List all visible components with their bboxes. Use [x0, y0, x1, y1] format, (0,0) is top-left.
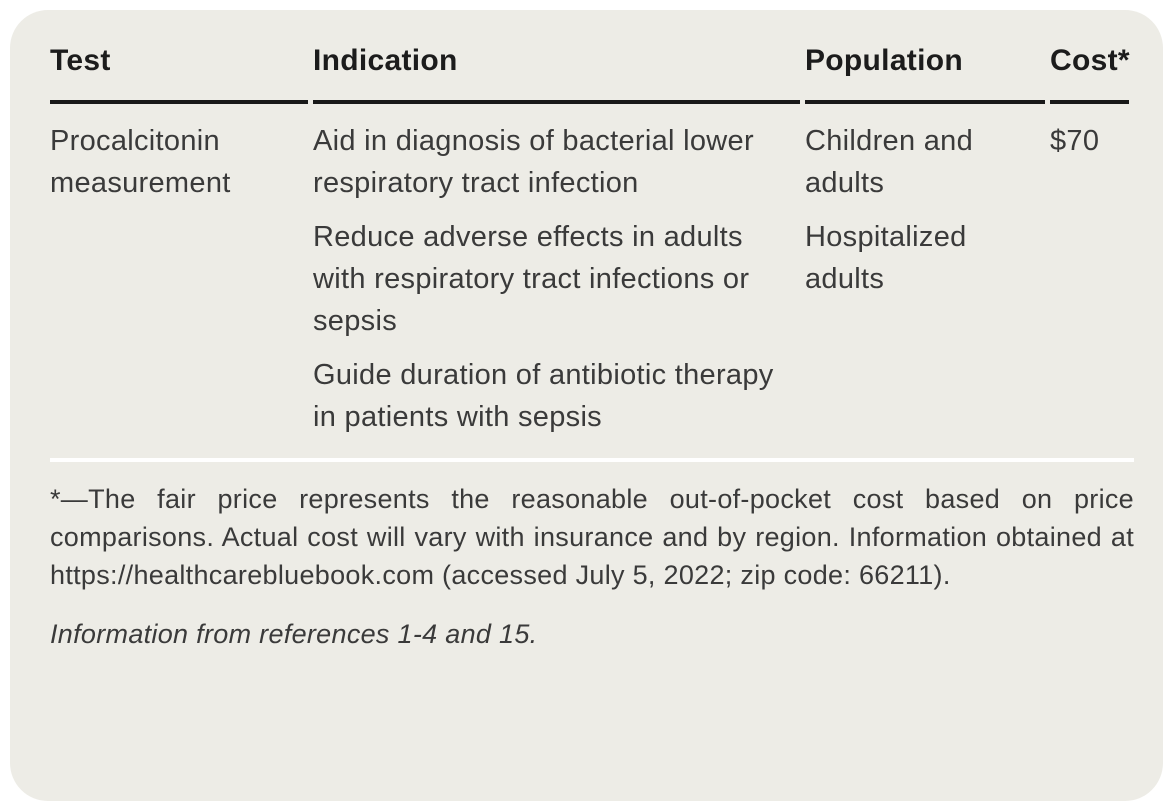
header-row: Test Indication Population Cost*	[50, 44, 1130, 104]
table-card: Test Indication Population Cost* Procalc…	[10, 10, 1163, 801]
source-note: Information from references 1-4 and 15.	[50, 619, 538, 649]
indication-item-3: Guide duration of antibiotic therapy in …	[313, 359, 774, 433]
population-item-1: Children and adults	[805, 125, 974, 199]
column-header-population: Population	[805, 44, 1045, 104]
footnote-divider	[50, 458, 1134, 462]
cell-test: Procalcitonin measurement	[50, 125, 231, 199]
procalcitonin-cost-table: Test Indication Population Cost* Procalc…	[45, 44, 1134, 458]
table-row: Procalcitonin measurement Aid in diagnos…	[50, 104, 1129, 458]
cell-cost: $70	[1050, 125, 1100, 157]
footnote-text: *—The fair price represents the reasonab…	[50, 484, 1134, 590]
population-item-2: Hospitalized adults	[805, 221, 967, 295]
indication-item-1: Aid in diagnosis of bacterial lower resp…	[313, 125, 754, 199]
cell-population: Children and adults Hospitalized adults	[805, 104, 1045, 458]
cell-indication: Aid in diagnosis of bacterial lower resp…	[313, 104, 800, 458]
column-header-cost: Cost*	[1050, 44, 1130, 104]
indication-item-2: Reduce adverse effects in adults with re…	[313, 221, 750, 337]
column-header-test: Test	[50, 44, 308, 104]
column-header-indication: Indication	[313, 44, 800, 104]
